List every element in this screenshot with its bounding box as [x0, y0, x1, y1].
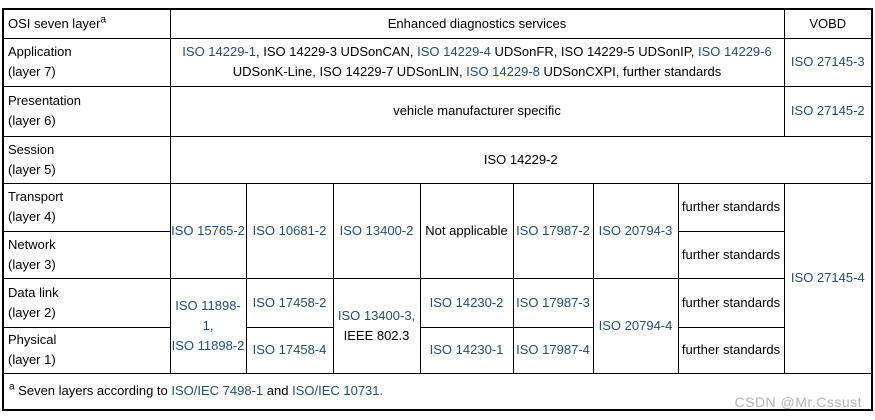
text-segment: UDSonCXPI, further standards: [539, 64, 722, 79]
cell-transport-network-cxpi: ISO 20794-3: [592, 182, 679, 279]
standard-link[interactable]: ISO 14229-4: [417, 44, 491, 59]
cell-layer-application: Application (layer 7): [2, 37, 171, 87]
standard-link[interactable]: ISO 20794-4: [598, 317, 673, 333]
cell-transport-network-flexray: ISO 10681-2: [245, 182, 334, 279]
cell-transport-network-not-applicable: Not applicable: [419, 182, 514, 279]
csdn-watermark: CSDN @Mr.Cssust: [734, 394, 862, 410]
standard-link[interactable]: ISO 13400-3,: [337, 307, 416, 323]
text-segment: UDSonK-Line, ISO 14229-7 UDSonLIN,: [232, 64, 467, 79]
cell-datalink-further-standards: further standards: [677, 277, 785, 328]
standard-link[interactable]: ISO 11898-2: [171, 337, 245, 353]
cell-physical-kline: ISO 14230-1: [419, 326, 514, 374]
standard-link[interactable]: ISO 14230-1: [429, 342, 504, 357]
standard-link[interactable]: ISO 14229-6: [698, 44, 772, 59]
cell-physical-lin: ISO 17987-4: [512, 326, 594, 374]
standard-link[interactable]: ISO 17458-4: [252, 342, 327, 357]
cell-layer-physical: Physical (layer 1): [2, 326, 171, 374]
cell-application-services: ISO 14229-1, ISO 14229-3 UDSonCAN, ISO 1…: [169, 37, 785, 87]
cell-vobd-lower: ISO 27145-4: [783, 182, 873, 374]
layer-name: Physical: [8, 332, 57, 347]
header-osi-label: OSI seven layer: [8, 15, 101, 31]
footnote-text: Seven layers according to ISO/IEC 7498-1…: [14, 383, 384, 399]
footnote-marker: a: [100, 14, 107, 26]
cell-datalink-physical-can: ISO 11898-1, ISO 11898-2: [169, 277, 247, 374]
standard-link[interactable]: ISO 17987-2: [516, 222, 590, 238]
cell-datalink-lin: ISO 17987-3: [512, 277, 594, 328]
table-row: Physical (layer 1) ISO 17458-4 ISO 14230-…: [2, 326, 872, 374]
standard-link[interactable]: ISO 27145-2: [790, 103, 865, 118]
osi-layer-standards-table: OSI seven layera Enhanced diagnostics se…: [2, 8, 874, 411]
cell-datalink-kline: ISO 14230-2: [419, 277, 514, 328]
table-row: Network (layer 3) further standards: [2, 230, 872, 279]
cell-network-further-standards: further standards: [677, 230, 785, 279]
table-row: Presentation (layer 6) vehicle manufactur…: [2, 85, 873, 137]
standard-link[interactable]: ISO 14229-8: [466, 64, 540, 79]
cell-datalink-flexray: ISO 17458-2: [245, 277, 334, 328]
table-row: Application (layer 7) ISO 14229-1, ISO 14…: [2, 37, 873, 87]
cell-layer-datalink: Data link (layer 2): [2, 277, 171, 328]
standard-link[interactable]: ISO 17987-4: [516, 342, 590, 357]
standard-link[interactable]: ISO 27145-4: [790, 270, 865, 285]
layer-name: Session: [8, 141, 55, 157]
standard-link[interactable]: ISO 14229-1: [182, 44, 256, 59]
layer-number: (layer 2): [8, 304, 56, 320]
table-row: Data link (layer 2) ISO 11898-1, ISO 11898…: [2, 277, 872, 374]
cell-physical-further-standards: further standards: [677, 326, 785, 374]
cell-layer-network: Network (layer 3): [2, 230, 171, 279]
footnote-marker: a: [9, 381, 15, 393]
text-segment: Seven layers according to: [14, 383, 172, 399]
layer-name: Presentation: [8, 93, 81, 108]
cell-physical-flexray: ISO 17458-4: [245, 326, 334, 374]
cell-presentation-services: vehicle manufacturer specific: [169, 85, 785, 137]
cell-layer-session: Session (layer 5): [2, 135, 171, 184]
text-segment: and: [263, 383, 293, 399]
table-row: OSI seven layera Enhanced diagnostics se…: [2, 8, 873, 39]
cell-layer-transport: Transport (layer 4): [2, 182, 171, 232]
text-segment: UDSonFR, ISO 14229-5 UDSonIP,: [490, 44, 698, 59]
layer-number: (layer 6): [8, 113, 56, 128]
standard-link[interactable]: ISO 10681-2: [252, 222, 327, 238]
cell-presentation-vobd: ISO 27145-2: [783, 85, 873, 137]
text-segment: IEEE 802.3: [343, 327, 410, 343]
standard-link[interactable]: ISO 13400-2: [339, 222, 414, 238]
cell-transport-network-can: ISO 15765-2: [169, 182, 247, 279]
layer-number: (layer 1): [8, 352, 56, 367]
cell-application-vobd: ISO 27145-3: [783, 37, 873, 87]
standard-link[interactable]: ISO/IEC 7498-1: [171, 383, 264, 399]
cell-transport-network-lin: ISO 17987-2: [512, 182, 594, 279]
standard-link[interactable]: ISO/IEC 10731.: [292, 383, 384, 399]
text-segment: , ISO 14229-3 UDSonCAN,: [256, 44, 418, 59]
layer-number: (layer 5): [8, 161, 56, 177]
standard-link[interactable]: ISO 14230-2: [429, 294, 504, 310]
table-footnote: a Seven layers according to ISO/IEC 7498…: [2, 372, 873, 411]
layer-name: Data link: [8, 284, 59, 300]
table-row: a Seven layers according to ISO/IEC 7498…: [2, 372, 873, 411]
table-row: Transport (layer 4) ISO 15765-2 ISO 10681…: [2, 182, 873, 374]
layer-name: Network: [8, 236, 56, 252]
layer-name: Application: [8, 44, 72, 59]
cell-datalink-physical-ethernet: ISO 13400-3, IEEE 802.3: [332, 277, 421, 374]
standard-link[interactable]: ISO 27145-3: [790, 54, 865, 69]
header-osi-seven-layer: OSI seven layera: [2, 8, 171, 39]
cell-layer-presentation: Presentation (layer 6): [2, 85, 171, 137]
standard-link[interactable]: ISO 11898-1,: [175, 297, 241, 333]
cell-transport-network-doip: ISO 13400-2: [332, 182, 421, 279]
standard-link[interactable]: ISO 20794-3: [598, 222, 673, 238]
cell-session-span: ISO 14229-2: [169, 135, 873, 184]
cell-transport-further-standards: further standards: [677, 182, 785, 232]
standard-link[interactable]: ISO 17458-2: [252, 294, 327, 310]
cell-datalink-physical-cxpi: ISO 20794-4: [592, 277, 679, 374]
header-vobd: VOBD: [783, 8, 873, 39]
layer-number: (layer 4): [8, 209, 56, 224]
layer-number: (layer 3): [8, 256, 56, 272]
layer-number: (layer 7): [8, 64, 56, 79]
table-row: Session (layer 5) ISO 14229-2: [2, 135, 873, 184]
standard-link[interactable]: ISO 17987-3: [516, 294, 590, 310]
header-enhanced-diagnostics-services: Enhanced diagnostics services: [169, 8, 785, 39]
layer-name: Transport: [8, 189, 64, 204]
standard-link[interactable]: ISO 15765-2: [171, 222, 245, 238]
